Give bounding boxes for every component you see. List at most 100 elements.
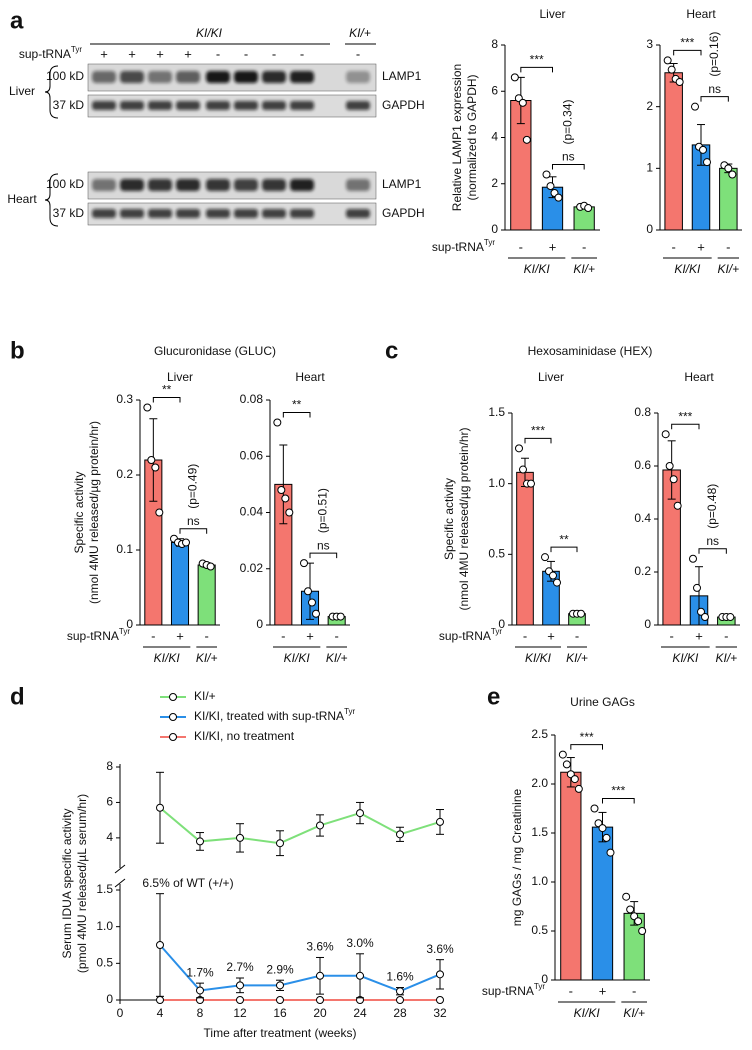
- data-point: [703, 158, 711, 167]
- y-axis-label: mg GAGs / mg Creatinine: [510, 788, 524, 926]
- data-point: [554, 193, 563, 202]
- chart-title: Liver: [538, 370, 564, 384]
- significance-label: ns: [708, 82, 721, 96]
- data-point: [574, 784, 583, 793]
- blot-band: [234, 71, 258, 83]
- p-value-label: (p=0.51): [316, 488, 330, 533]
- data-point: [510, 73, 519, 82]
- blot-band: [262, 179, 286, 191]
- data-point: [519, 465, 527, 474]
- significance-bracket: [550, 546, 578, 553]
- data-point: [699, 145, 707, 154]
- blot-band: [176, 179, 200, 191]
- chart-title: Liver: [539, 7, 565, 21]
- y-tick-label: 8: [106, 759, 113, 773]
- marker-label: 100 kD: [46, 69, 84, 83]
- x-tick-label: +: [697, 239, 705, 254]
- blot-band: [346, 209, 370, 218]
- bar: [516, 471, 534, 626]
- blot-band: [206, 71, 230, 83]
- p-value-label: (p=0.16): [707, 32, 721, 77]
- panel-title: Glucuronidase (GLUC): [154, 344, 276, 358]
- data-point: [396, 830, 404, 839]
- data-point: [697, 607, 705, 616]
- significance-label: ns: [187, 514, 200, 528]
- y-tick-label: 2: [646, 99, 653, 113]
- point-annotation: 2.7%: [226, 960, 254, 974]
- chart-title: Heart: [295, 370, 325, 384]
- data-point: [147, 456, 156, 464]
- data-point: [558, 750, 567, 759]
- data-point: [316, 821, 324, 830]
- data-point: [236, 996, 244, 1004]
- legend-label: KI/+: [194, 689, 216, 703]
- row-label: sup-tRNATyr: [439, 627, 502, 643]
- point-annotation: 6.5% of WT (+/+): [142, 876, 233, 890]
- y-tick-label: 1: [646, 161, 653, 175]
- y-tick-label: 8: [491, 37, 498, 51]
- blot-band: [176, 209, 200, 218]
- x-tick-label: -: [523, 628, 527, 643]
- panel-label: a: [10, 7, 24, 34]
- blot-band: [148, 209, 172, 218]
- legend-marker: [169, 693, 177, 701]
- y-tick-label: 1.0: [531, 874, 548, 888]
- blot-band: [92, 209, 116, 218]
- x-tick-label: -: [724, 628, 728, 643]
- data-point: [675, 78, 684, 86]
- blot-band: [262, 209, 286, 218]
- significance-bracket: [570, 744, 603, 750]
- point-annotation: 1.7%: [186, 965, 214, 979]
- legend-text: KI/+: [194, 689, 216, 703]
- row-label-sup: Tyr: [491, 627, 502, 636]
- y-axis-label: (pmol 4MU released/µL serum/hr): [75, 794, 89, 973]
- x-tick-label: -: [575, 628, 579, 643]
- group-label: KI/+: [196, 651, 218, 665]
- row-label-sup: Tyr: [534, 982, 545, 991]
- lane-sign: -: [216, 46, 220, 61]
- group-label: KI/KI: [672, 651, 699, 665]
- data-point: [308, 598, 316, 607]
- data-point: [724, 164, 733, 173]
- blot-band: [120, 71, 144, 83]
- data-point: [669, 475, 678, 484]
- brace: [44, 65, 59, 119]
- y-axis-label: (normalized to GAPDH): [465, 74, 479, 200]
- point-annotation: 3.0%: [346, 936, 374, 950]
- data-point: [691, 102, 699, 111]
- data-point: [667, 65, 676, 74]
- significance-bracket: [152, 397, 181, 403]
- x-tick-label: -: [671, 239, 675, 254]
- x-tick-label: -: [519, 239, 523, 254]
- legend-text: KI/KI, treated with sup-tRNA: [194, 709, 344, 723]
- data-point: [527, 479, 535, 488]
- y-tick-label: 0.4: [634, 511, 651, 525]
- significance-label: ns: [317, 538, 330, 552]
- bar: [560, 771, 582, 981]
- data-point: [356, 971, 364, 980]
- y-tick-label: 0.2: [634, 564, 651, 578]
- significance-bracket: [671, 423, 700, 430]
- data-point: [236, 833, 244, 842]
- significance-bracket: [700, 96, 729, 102]
- lane-sign: +: [184, 46, 192, 61]
- x-tick-label: -: [582, 239, 586, 254]
- row-label: sup-tRNATyr: [482, 982, 545, 998]
- data-point: [277, 486, 286, 494]
- p-value-label: (p=0.34): [561, 99, 575, 144]
- point-annotation: 1.6%: [386, 970, 414, 984]
- blot-band: [120, 209, 144, 218]
- significance-label: ***: [680, 36, 694, 50]
- significance-bracket: [552, 164, 585, 170]
- blot-band: [120, 101, 144, 110]
- significance-bracket: [524, 437, 552, 444]
- group-label: KI/+: [573, 262, 595, 276]
- marker-label: 100 kD: [46, 177, 84, 191]
- data-point: [541, 553, 549, 562]
- row-label-sup: Tyr: [71, 45, 82, 54]
- data-point: [522, 135, 531, 144]
- row-label-text: sup-tRNA: [482, 984, 534, 998]
- data-point: [156, 803, 164, 812]
- blot-band: [92, 71, 116, 83]
- data-point: [726, 613, 735, 622]
